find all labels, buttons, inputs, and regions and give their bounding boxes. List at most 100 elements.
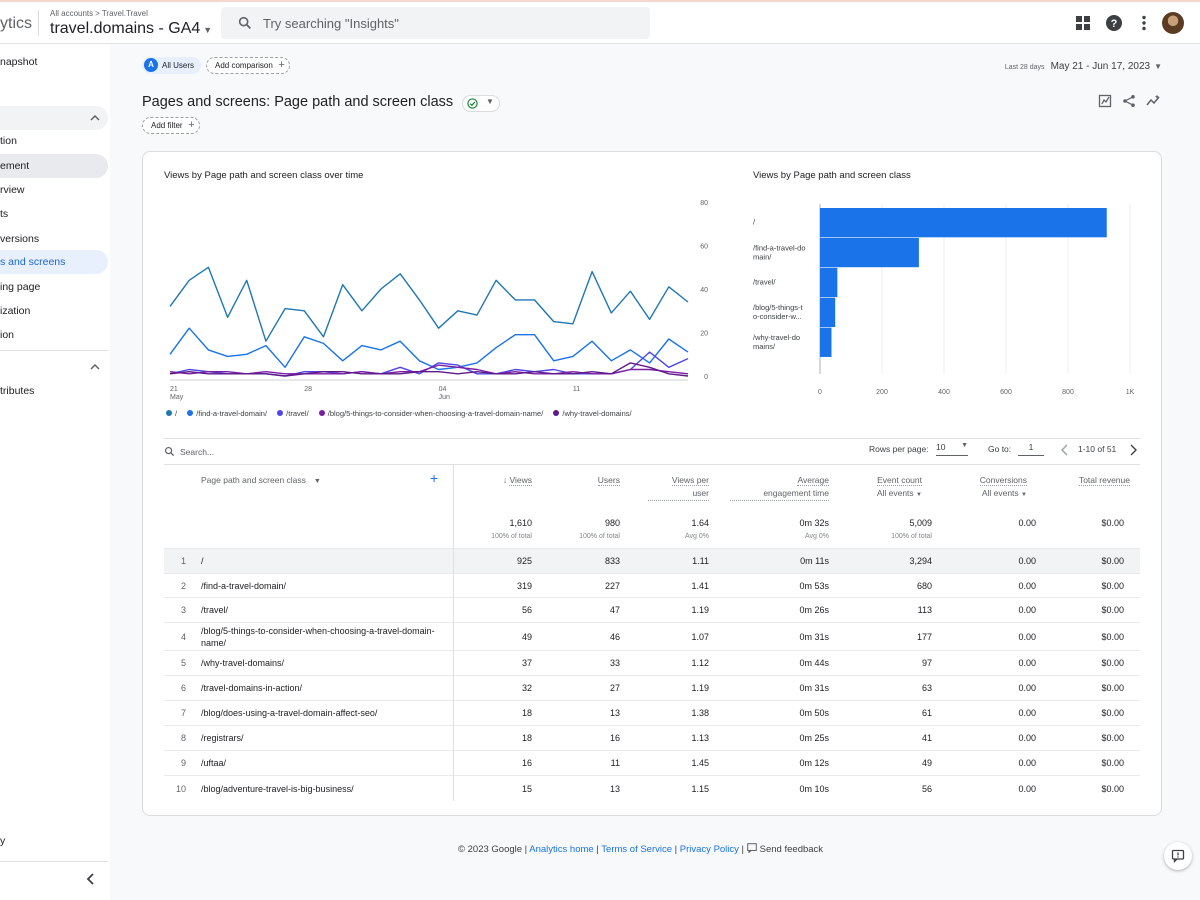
breadcrumb-account[interactable]: Travel.Travel [101, 9, 148, 18]
series-line-0[interactable] [169, 266, 689, 342]
col-header-conversions[interactable]: Conversions All events ▼ [950, 474, 1027, 502]
row-page-path[interactable]: /blog/5-things-to-consider-when-choosing… [201, 625, 435, 648]
row-page-path[interactable]: /registrars/ [201, 733, 244, 743]
col-header-views-per-user[interactable]: Views per user [648, 474, 709, 501]
dimension-header[interactable]: Page path and screen class ▼ [201, 474, 321, 488]
property-selector[interactable]: travel.domains - GA4 ▼ [50, 20, 212, 38]
add-filter-button[interactable]: Add filter + [142, 117, 200, 134]
sidebar-item-retention[interactable]: ion [0, 329, 15, 341]
series-line-2[interactable] [169, 351, 689, 377]
legend-item[interactable]: /why-travel-domains/ [553, 409, 632, 418]
sidebar-section-header[interactable] [0, 106, 108, 130]
bar[interactable] [820, 297, 836, 328]
table-row[interactable]: 5/why-travel-domains/37 33 1.12 0m 44s 97 0.0… [164, 650, 1140, 675]
chevron-up-icon[interactable] [88, 111, 102, 125]
table-search[interactable] [164, 438, 1140, 464]
row-index: 2 [180, 580, 186, 591]
table-row[interactable]: 10/blog/adventure-travel-is-big-business… [164, 775, 1140, 801]
analytics-home-link[interactable]: Analytics home [529, 844, 594, 855]
legend-item[interactable]: /blog/5-things-to-consider-when-choosing… [318, 409, 543, 418]
apps-icon[interactable] [1074, 14, 1092, 32]
date-range-picker[interactable]: Last 28 days May 21 - Jun 17, 2023 ▼ [1005, 61, 1162, 72]
col-header-users[interactable]: Users [560, 474, 620, 487]
row-page-path[interactable]: / [201, 556, 204, 566]
row-page-path[interactable]: /why-travel-domains/ [201, 658, 285, 668]
table-row[interactable]: 6/travel-domains-in-action/32 27 1.19 0m 31… [164, 675, 1140, 700]
table-cell: 0.00 [1018, 783, 1036, 794]
table-row[interactable]: 3/travel/56 47 1.19 0m 26s 113 0.00 $0.00 [164, 597, 1140, 622]
bar[interactable] [820, 267, 838, 298]
sidebar-item-conversions[interactable]: versions [0, 233, 40, 245]
feedback-fab[interactable] [1164, 842, 1192, 870]
terms-link[interactable]: Terms of Service [601, 844, 673, 855]
series-line-4[interactable] [169, 362, 689, 377]
table-cell: 0m 12s [799, 758, 829, 768]
search-bar[interactable] [221, 7, 650, 39]
chevron-up-icon[interactable] [88, 360, 102, 374]
conversion-filter-dropdown[interactable]: All events ▼ [950, 487, 1027, 502]
sidebar-item-monetization[interactable]: ization [0, 305, 31, 317]
series-line-3[interactable] [169, 364, 689, 375]
sidebar-item-pages-and-screens[interactable]: s and screens [0, 250, 108, 274]
row-page-path[interactable]: /travel/ [201, 605, 229, 615]
sidebar-item-landing-page[interactable]: ing page [0, 281, 41, 293]
sidebar-item-acquisition[interactable]: tion [0, 135, 17, 147]
col-header-event-count[interactable]: Event count All events ▼ [850, 474, 922, 502]
app-brand[interactable]: ytics [0, 15, 32, 32]
series-line-1[interactable] [169, 327, 689, 371]
row-page-path[interactable]: /find-a-travel-domain/ [201, 580, 287, 591]
legend-item[interactable]: /travel/ [277, 409, 309, 418]
legend-item[interactable]: /find-a-travel-domain/ [187, 409, 267, 418]
table-row[interactable]: 2/find-a-travel-domain/319 227 1.41 0m 53s 6… [164, 573, 1140, 597]
add-dimension-button[interactable]: + [430, 470, 439, 486]
sidebar-item-overview[interactable]: rview [0, 184, 25, 196]
prev-page-icon[interactable] [1060, 444, 1070, 456]
table-row[interactable]: 7/blog/does-using-a-travel-domain-affect… [164, 700, 1140, 725]
collapse-sidebar-icon[interactable] [84, 872, 98, 886]
x-tick-label: 1K [1126, 389, 1135, 396]
x-tick-label: 04 [439, 386, 447, 393]
sidebar-item-events[interactable]: ts [0, 208, 9, 220]
goto-input[interactable]: 1 [1018, 442, 1044, 456]
bar[interactable] [820, 208, 1107, 238]
legend-item[interactable]: / [166, 409, 177, 418]
sidebar-item-snapshot[interactable]: napshot [0, 56, 38, 68]
breadcrumb-all-accounts[interactable]: All accounts [50, 9, 94, 18]
bar[interactable] [820, 237, 919, 268]
share-icon[interactable] [1122, 94, 1136, 108]
bar[interactable] [820, 327, 832, 357]
row-page-path[interactable]: /travel-domains-in-action/ [201, 683, 303, 693]
col-header-engagement-time[interactable]: Average engagement time [730, 474, 829, 501]
search-input[interactable] [263, 11, 633, 35]
insights-icon[interactable] [1146, 94, 1160, 108]
table-row[interactable]: 9/uftaa/16 11 1.45 0m 12s 49 0.00 $0.00 [164, 750, 1140, 775]
x-tick-label: 200 [876, 389, 888, 396]
table-row[interactable]: 8/registrars/18 16 1.13 0m 25s 41 0.00 $0.00 [164, 725, 1140, 750]
add-comparison-button[interactable]: Add comparison + [206, 57, 290, 74]
table-row[interactable]: 4/blog/5-things-to-consider-when-choosin… [164, 622, 1140, 650]
account-breadcrumb[interactable]: All accounts > Travel.Travel [50, 9, 148, 18]
privacy-link[interactable]: Privacy Policy [679, 844, 739, 855]
table-row[interactable]: 1 / 925 833 1.11 0m 11s 3,294 0.00 $0.00 [164, 548, 1140, 573]
event-filter-dropdown[interactable]: All events ▼ [850, 487, 922, 502]
report-status-dropdown[interactable]: ▼ [462, 95, 500, 112]
segment-chip[interactable]: A All Users [142, 57, 202, 74]
more-vert-icon[interactable] [1135, 14, 1153, 32]
send-feedback-button[interactable]: Send feedback [746, 843, 823, 855]
next-page-icon[interactable] [1128, 444, 1138, 456]
col-header-total-revenue[interactable]: Total revenue [1050, 474, 1130, 487]
sidebar-item-user-attributes[interactable]: tributes [0, 385, 35, 397]
sidebar-item-engagement[interactable]: ement [0, 154, 108, 178]
sidebar-item-library[interactable]: y [0, 835, 6, 847]
row-page-path[interactable]: /blog/adventure-travel-is-big-business/ [201, 783, 354, 794]
table-cell: 0m 50s [799, 708, 829, 718]
customize-report-icon[interactable] [1098, 94, 1112, 108]
row-page-path[interactable]: /uftaa/ [201, 758, 227, 768]
help-icon[interactable]: ? [1105, 14, 1123, 32]
row-page-path[interactable]: /blog/does-using-a-travel-domain-affect-… [201, 708, 378, 718]
col-header-views[interactable]: ↓ Views [472, 474, 532, 487]
avatar[interactable] [1162, 12, 1184, 34]
rows-per-page-select[interactable]: 10 ▼ [936, 442, 968, 456]
dimension-header-label: Page path and screen class [201, 475, 306, 485]
table-search-input[interactable] [180, 444, 480, 460]
